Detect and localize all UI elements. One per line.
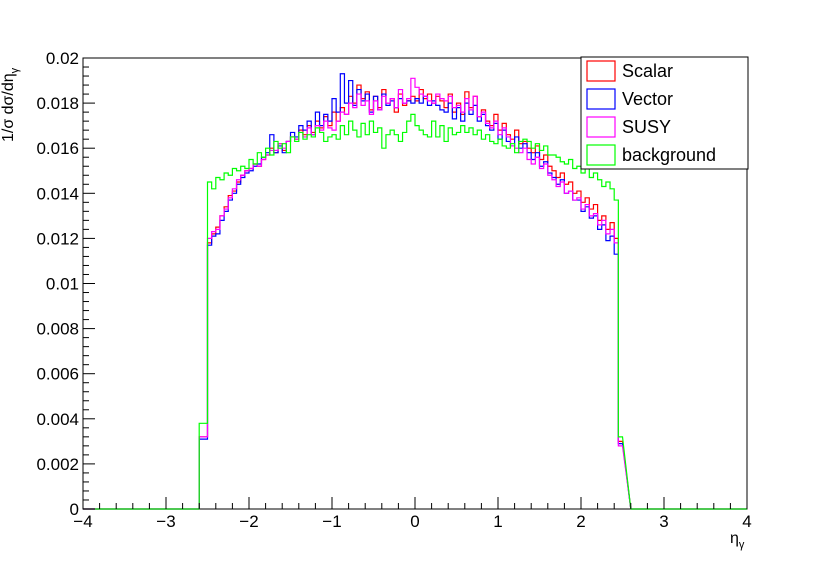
x-tick-label: 2 <box>576 512 585 531</box>
y-tick-label: 0.01 <box>46 275 79 294</box>
x-axis: −4 −3 −2 −1 0 1 2 3 4 <box>73 497 752 531</box>
y-tick-label: 0.02 <box>46 49 79 68</box>
legend-label-background: background <box>622 145 716 165</box>
legend-label-susy: SUSY <box>622 117 671 137</box>
legend-label-vector: Vector <box>622 89 673 109</box>
y-tick-label: 0 <box>70 500 79 519</box>
x-tick-label: 1 <box>493 512 502 531</box>
x-tick-label: −3 <box>156 512 175 531</box>
series-scalar-line <box>83 84 747 510</box>
x-tick-label: −1 <box>322 512 341 531</box>
legend: Scalar Vector SUSY background <box>580 56 749 170</box>
x-axis-title: ηγ <box>730 530 745 551</box>
y-tick-label: 0.016 <box>36 139 79 158</box>
y-tick-label: 0.002 <box>36 455 79 474</box>
legend-label-scalar: Scalar <box>622 61 673 81</box>
y-axis-title: 1/σ dσ/dηγ <box>0 67 21 142</box>
x-tick-label: −2 <box>239 512 258 531</box>
y-tick-label: 0.014 <box>36 184 79 203</box>
y-tick-label: 0.004 <box>36 410 79 429</box>
legend-swatch-susy <box>586 116 616 138</box>
legend-entries: Scalar Vector SUSY background <box>586 60 716 166</box>
legend-swatch-background <box>586 144 616 166</box>
series-layer <box>83 73 747 510</box>
y-axis: 0 0.002 0.004 0.006 0.008 0.01 0.012 0.014 0.016… <box>36 49 95 519</box>
x-tick-label: 0 <box>410 512 419 531</box>
legend-swatch-vector <box>586 88 616 110</box>
x-tick-label: −4 <box>73 512 92 531</box>
series-background-line <box>83 113 747 510</box>
x-tick-label: 4 <box>742 512 751 531</box>
y-tick-label: 0.006 <box>36 365 79 384</box>
legend-swatch-scalar <box>586 60 616 82</box>
y-tick-label: 0.008 <box>36 320 79 339</box>
x-tick-label: 3 <box>659 512 668 531</box>
y-tick-label: 0.018 <box>36 94 79 113</box>
legend-box <box>580 56 749 170</box>
y-tick-label: 0.012 <box>36 229 79 248</box>
